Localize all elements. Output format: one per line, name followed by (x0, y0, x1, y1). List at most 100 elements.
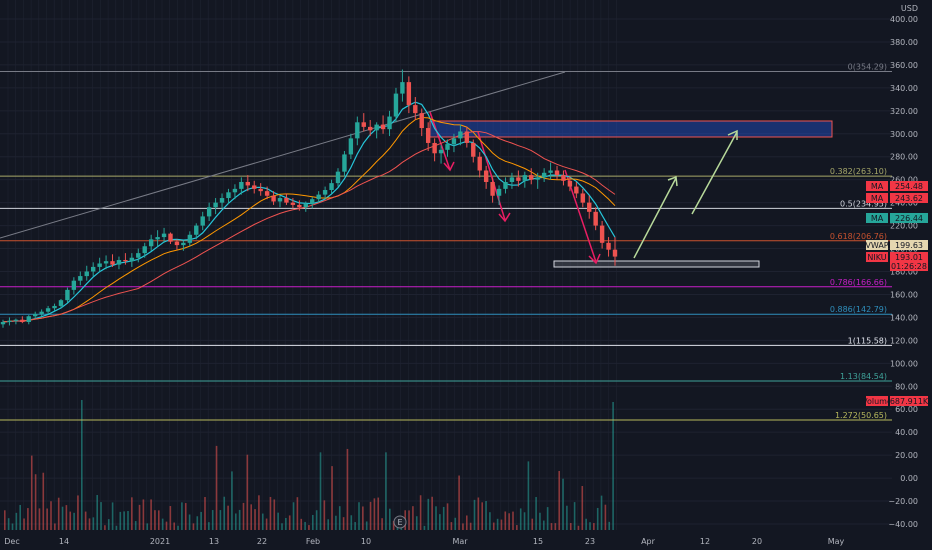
candle-body (483, 170, 489, 182)
candle-body (103, 261, 109, 264)
volume-bar (211, 510, 214, 530)
candle-body (509, 177, 515, 182)
volume-bar (496, 518, 499, 530)
volume-bar (608, 521, 611, 530)
volume-bar (57, 497, 60, 530)
up-arrow-2 (691, 131, 738, 215)
candle-body (45, 308, 51, 312)
price-tick-label: 320.00 (890, 107, 918, 116)
candle-body (271, 195, 276, 202)
volume-bar (519, 508, 522, 530)
candle-body (7, 320, 12, 322)
volume-bar (238, 509, 241, 530)
price-tick-label: 0.00 (900, 474, 918, 483)
price-tick-label: 20.00 (895, 451, 918, 460)
volume-bar (469, 522, 472, 530)
price-tag-label: NIKU (867, 253, 886, 262)
time-tick-label: 20 (752, 537, 762, 546)
candle-body (219, 198, 225, 203)
volume-bar (481, 502, 483, 530)
volume-bar (338, 506, 341, 530)
candle-body (342, 154, 347, 172)
volume-bar (365, 521, 368, 530)
volume-bar (204, 497, 206, 530)
volume-bar (161, 518, 164, 530)
volume-bar (389, 508, 391, 530)
volume-bar (473, 499, 476, 530)
volume-bar (327, 519, 329, 530)
price-tag-bg (890, 396, 928, 406)
volume-bar (562, 478, 564, 530)
price-tick-label: 100.00 (890, 359, 918, 368)
candle-body (181, 242, 186, 246)
volume-bar (500, 519, 503, 530)
volume-bar (354, 522, 356, 530)
price-tick-label: 240.00 (890, 199, 918, 208)
fib-label: 1.272(50.65) (835, 411, 887, 420)
earnings-badge[interactable] (393, 515, 407, 529)
price-tag-label: Volume (862, 397, 892, 406)
volume-bar (242, 502, 245, 530)
volume-bar (107, 519, 110, 530)
volume-bar (569, 522, 572, 530)
candle-body (496, 188, 502, 196)
candle-body (258, 188, 263, 192)
volume-bar (235, 513, 237, 530)
candle-body (567, 180, 573, 187)
price-tag-value: 193.01 (895, 253, 923, 262)
candle-body (316, 194, 321, 200)
candle-body (587, 202, 592, 212)
price-tick-label: 220.00 (890, 222, 918, 231)
candle-body (554, 170, 560, 176)
volume-bar (119, 511, 122, 530)
volume-bar (558, 470, 560, 530)
down-arrow-2-head (498, 212, 511, 223)
candle-body (612, 249, 618, 257)
volume-bar (577, 525, 580, 530)
volume-bar (419, 495, 422, 530)
volume-bar (427, 498, 430, 530)
volume-bar (377, 497, 380, 530)
candle-body (451, 138, 457, 145)
volume-bar (585, 518, 587, 530)
candle-body (194, 225, 199, 235)
candle-body (348, 138, 354, 155)
volume-bar (181, 502, 183, 530)
candle-body (606, 242, 611, 250)
volume-bar (296, 497, 299, 530)
volume-bar (504, 511, 507, 530)
candle-body (464, 131, 470, 143)
candle-body (65, 289, 70, 301)
candle-body (529, 175, 534, 180)
volume-bar (81, 400, 83, 530)
volume-bar (4, 510, 6, 530)
candle-body (0, 322, 6, 325)
volume-bar (431, 496, 433, 530)
volume-bar (546, 507, 549, 530)
candle-body (78, 276, 83, 281)
fib-label: 0(354.29) (848, 62, 887, 71)
price-tag-label: MA (871, 194, 884, 203)
price-tick-label: 300.00 (890, 130, 918, 139)
volume-bar (323, 500, 326, 530)
candle-body (490, 181, 495, 196)
price-tick-label: 380.00 (890, 38, 918, 47)
fib-label: 0.382(263.10) (830, 167, 887, 176)
volume-bar (596, 507, 599, 530)
candle-body (277, 198, 283, 202)
candle-body (310, 199, 315, 204)
time-axis[interactable]: Dec 14 2021 13 22 Feb 10 Mar 15 23 Apr 12 20 May (4, 537, 844, 546)
candle-body (148, 239, 154, 247)
volume-bar (604, 504, 607, 530)
volume-bar (104, 525, 106, 530)
candle-body (58, 300, 64, 306)
volume-bar (369, 501, 372, 530)
price-tag-bg (890, 261, 928, 271)
volume-bar (11, 523, 14, 530)
volume-bar (550, 523, 553, 530)
time-tick-label: May (828, 537, 845, 546)
volume-bar (412, 506, 414, 530)
candle-body (136, 253, 141, 258)
